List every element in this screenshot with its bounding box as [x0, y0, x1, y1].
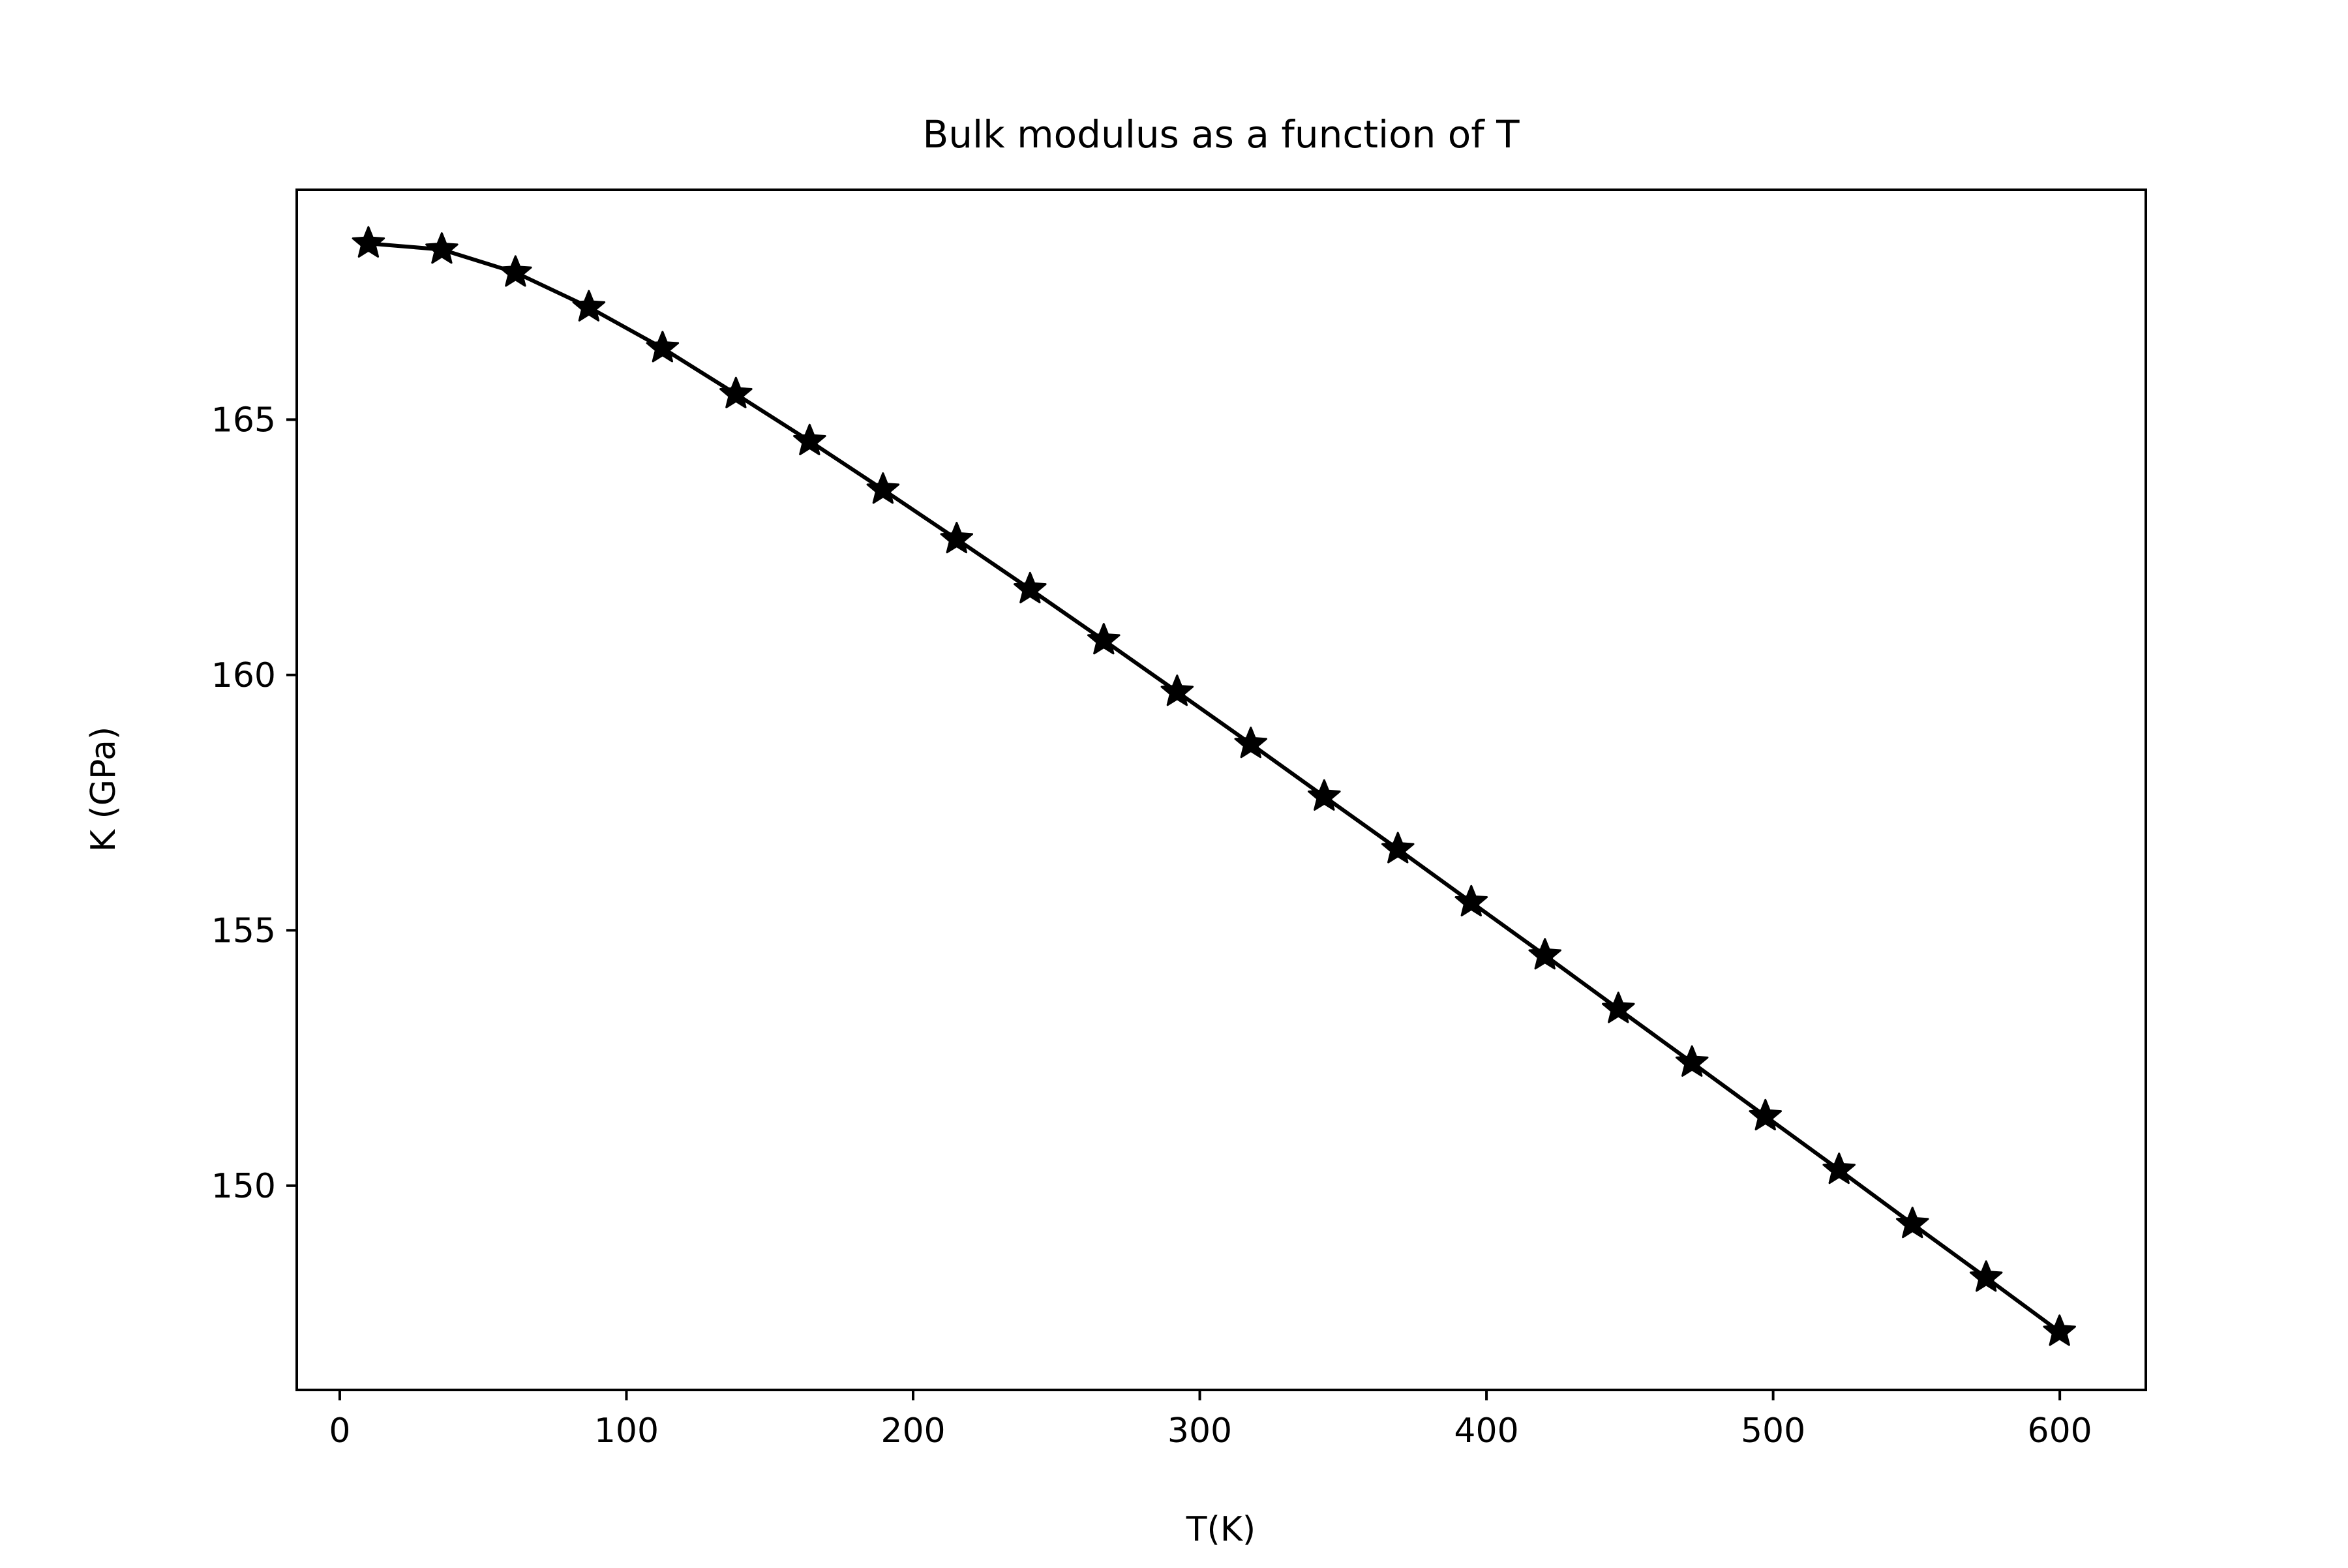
data-point-star: [646, 331, 680, 363]
y-tick-label: 160: [211, 656, 276, 695]
x-tick-label: 500: [1741, 1411, 1805, 1451]
data-point-star: [1749, 1098, 1783, 1131]
data-point-star: [2043, 1314, 2076, 1346]
y-tick-label: 150: [211, 1167, 276, 1206]
data-point-star: [1601, 991, 1635, 1023]
data-point-star: [572, 290, 606, 322]
data-point-star: [940, 522, 974, 554]
data-point-star: [793, 423, 826, 455]
data-point-star: [1822, 1153, 1856, 1184]
data-point-star: [1675, 1045, 1709, 1077]
x-axis-label: T(K): [1186, 1510, 1256, 1549]
x-tick-label: 100: [594, 1411, 659, 1451]
data-point-star: [1895, 1207, 1929, 1239]
data-point-star: [1308, 779, 1341, 811]
plot-area: 0 100 200 300 400 500 600 150 155 160 165: [211, 188, 2147, 1451]
x-tick-label: 400: [1454, 1411, 1518, 1451]
axes-frame: [295, 188, 2147, 1391]
data-point-star: [1160, 674, 1194, 706]
chart-title: Bulk modulus as a function of T: [922, 112, 1520, 157]
x-tick-label: 200: [880, 1411, 945, 1451]
data-point-star: [1234, 727, 1268, 759]
data-point-star: [1454, 884, 1488, 916]
x-tick-label: 300: [1167, 1411, 1232, 1451]
data-point-star: [1087, 623, 1121, 655]
series-line: [368, 241, 2061, 1334]
data-point-star: [866, 472, 900, 504]
data-point-star: [719, 376, 753, 408]
x-tick-label: 0: [329, 1411, 350, 1451]
data-point-star: [1014, 571, 1047, 604]
data-point-star: [499, 255, 532, 287]
data-point-star: [1381, 832, 1415, 864]
data-point-star: [1528, 938, 1562, 970]
y-axis-label: K (GPa): [84, 727, 123, 852]
data-point-star: [1969, 1260, 2003, 1292]
y-tick-label: 165: [211, 400, 276, 440]
data-point-star: [425, 232, 459, 264]
data-point-star: [352, 226, 385, 258]
y-tick-label: 155: [211, 911, 276, 950]
x-tick-label: 600: [2028, 1411, 2092, 1451]
